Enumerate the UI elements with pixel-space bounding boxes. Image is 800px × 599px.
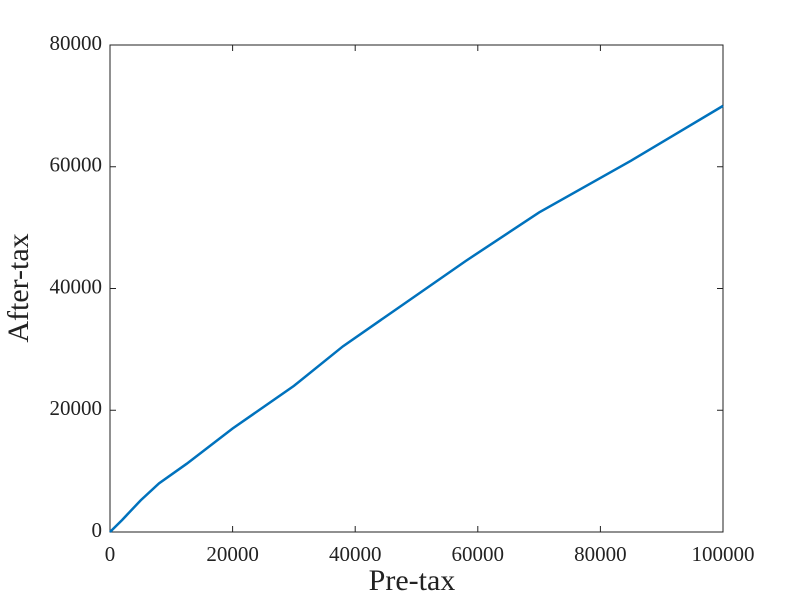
x-tick-label: 100000 bbox=[692, 542, 755, 566]
y-tick-label: 80000 bbox=[50, 31, 103, 55]
data-line bbox=[109, 104, 724, 533]
y-tick-label: 0 bbox=[92, 518, 103, 542]
x-tick-label: 20000 bbox=[206, 542, 259, 566]
y-tick-label: 60000 bbox=[50, 153, 103, 177]
x-tick-label: 60000 bbox=[452, 542, 505, 566]
x-tick-label: 40000 bbox=[329, 542, 382, 566]
plot-frame bbox=[109, 44, 724, 533]
x-axis-label: Pre-tax bbox=[369, 564, 456, 597]
y-tick-label: 40000 bbox=[50, 274, 103, 298]
y-tick-label: 20000 bbox=[50, 396, 103, 420]
x-tick-label: 80000 bbox=[574, 542, 627, 566]
y-axis-label: After-tax bbox=[2, 233, 35, 342]
x-tick-label: 0 bbox=[105, 542, 116, 566]
